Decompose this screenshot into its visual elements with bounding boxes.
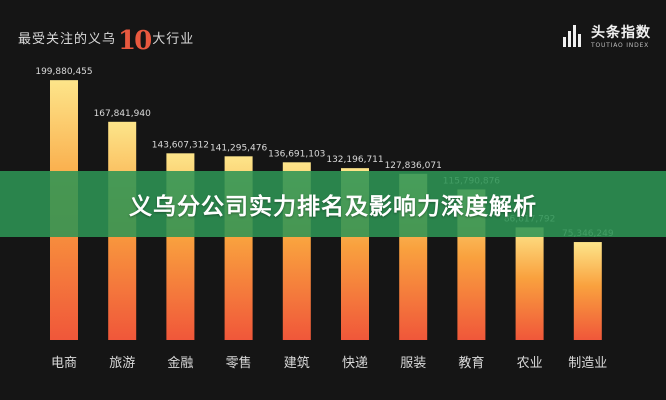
bar-9 <box>573 242 602 340</box>
title-suffix: 大行业 <box>152 32 195 47</box>
bar-value-label-3: 141,295,476 <box>210 143 268 153</box>
bar-value-label-6: 127,836,071 <box>385 161 442 171</box>
category-label-3: 零售 <box>226 355 252 371</box>
bar-value-label-2: 143,607,312 <box>152 140 209 150</box>
category-label-5: 快递 <box>342 356 368 371</box>
headline-banner: 义乌分公司实力排名及影响力深度解析 <box>0 171 666 237</box>
category-label-8: 农业 <box>517 356 543 371</box>
category-label-7: 教育 <box>458 355 484 371</box>
bar-value-label-0: 199,880,455 <box>35 67 92 77</box>
title-number: 10 <box>118 26 152 56</box>
bar-value-label-5: 132,196,711 <box>326 155 383 165</box>
chart-title: 最受关注的义乌10 大行业 <box>18 26 194 56</box>
bar-chart-logo-icon <box>563 25 585 47</box>
category-label-9: 制造业 <box>568 356 607 371</box>
toutiao-index-logo: 头条指数 TOUTIAO INDEX <box>563 22 653 62</box>
logo-subtitle: TOUTIAO INDEX <box>591 42 650 49</box>
bar-8 <box>515 227 544 340</box>
bar-value-label-4: 136,691,103 <box>268 149 325 159</box>
category-label-1: 旅游 <box>109 356 135 371</box>
category-label-6: 服装 <box>400 356 426 371</box>
category-label-0: 电商 <box>51 356 77 371</box>
logo-brand: 头条指数 <box>591 25 651 41</box>
category-label-2: 金融 <box>167 355 193 371</box>
category-label-4: 建筑 <box>284 355 310 371</box>
bar-value-label-1: 167,841,940 <box>94 109 152 119</box>
title-prefix: 最受关注的义乌 <box>18 32 117 47</box>
headline-text: 义乌分公司实力排名及影响力深度解析 <box>129 194 537 220</box>
